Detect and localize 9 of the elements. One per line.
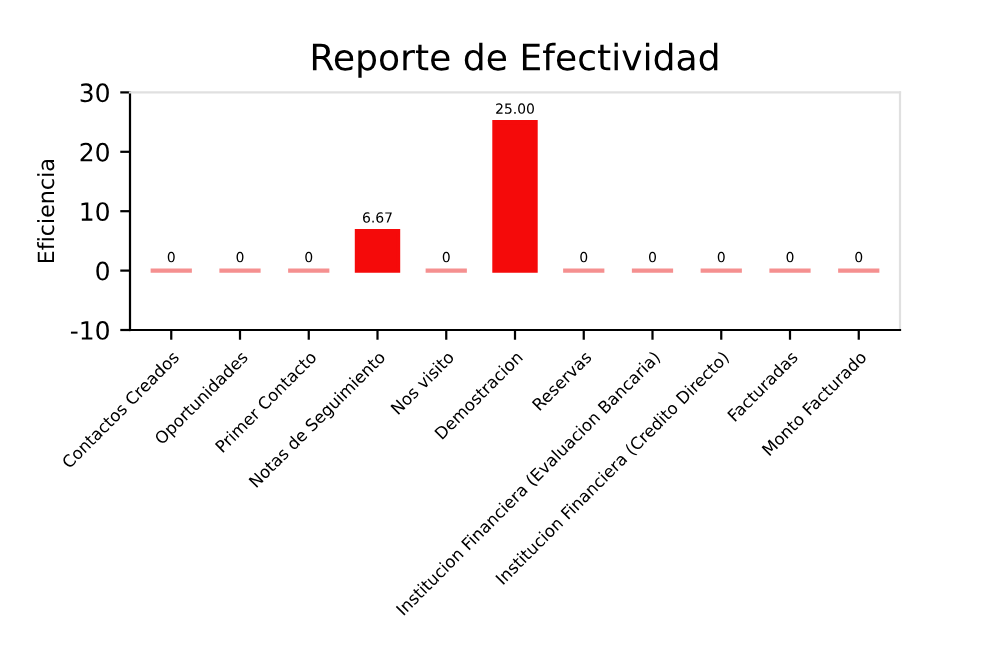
chart-title: Reporte de Efectividad <box>312 42 718 78</box>
y-tick-label: 10 <box>81 202 109 222</box>
y-tick-label: 20 <box>80 142 109 162</box>
y-tick-label: -10 <box>70 320 109 340</box>
y-axis-title: Eficiencia <box>37 160 55 263</box>
bar <box>492 120 538 273</box>
y-tick-label: 0 <box>96 261 109 281</box>
bar <box>354 228 401 273</box>
y-tick-label: 30 <box>80 83 109 103</box>
